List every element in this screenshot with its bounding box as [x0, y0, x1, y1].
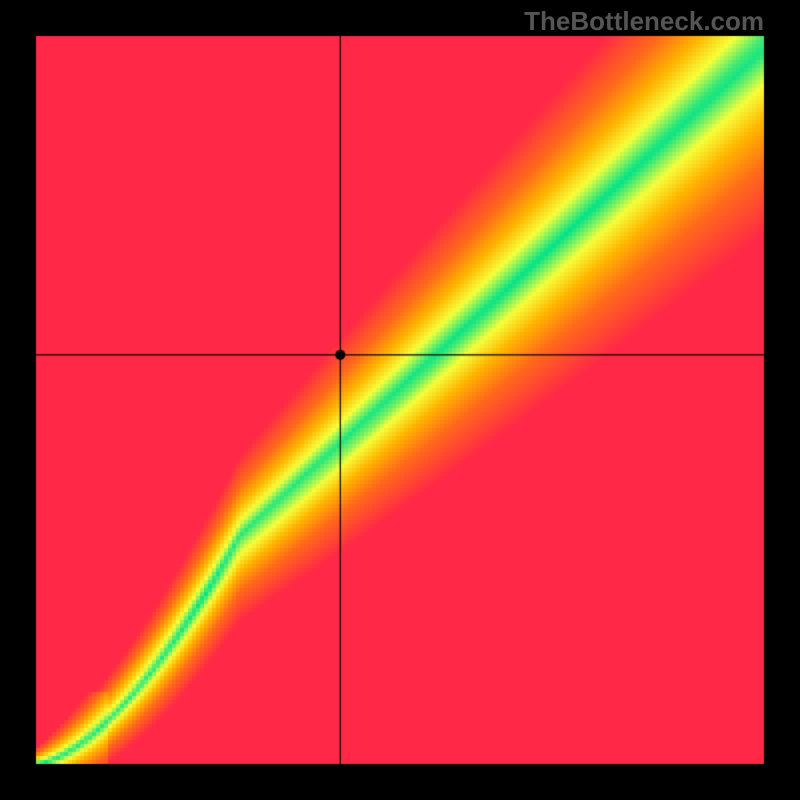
bottleneck-heatmap [0, 0, 800, 800]
chart-container: TheBottleneck.com [0, 0, 800, 800]
watermark-text: TheBottleneck.com [524, 6, 764, 37]
